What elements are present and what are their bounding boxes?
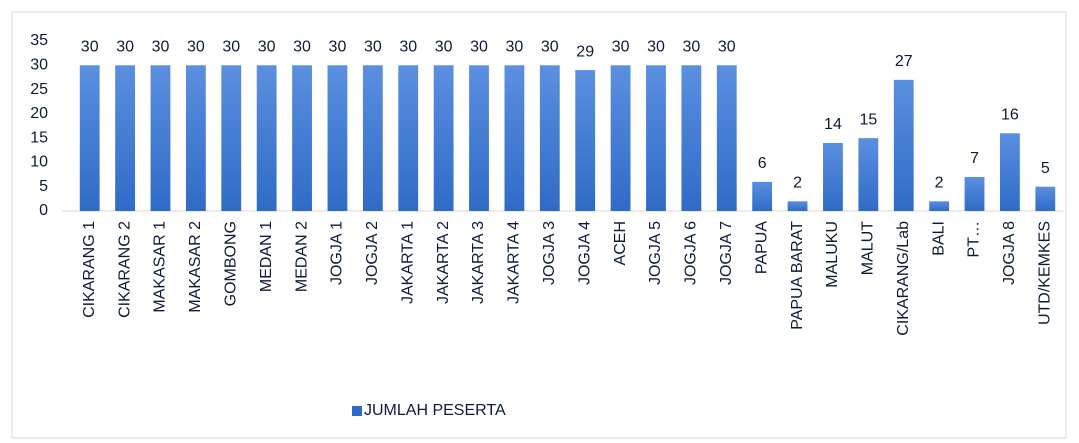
- x-tick-label: JOGJA 6: [683, 221, 700, 285]
- data-label: 30: [152, 39, 170, 56]
- data-label: 27: [895, 53, 913, 70]
- y-tick-label: 15: [30, 129, 48, 146]
- data-label: 29: [576, 43, 594, 60]
- data-label: 15: [859, 111, 877, 128]
- bar: [327, 65, 348, 212]
- data-label: 30: [612, 39, 630, 56]
- x-tick-label: MAKASAR 1: [152, 221, 169, 313]
- y-tick-label: 25: [30, 81, 48, 98]
- data-label: 30: [364, 39, 382, 56]
- bar: [858, 138, 879, 211]
- y-tick-label: 0: [39, 202, 48, 219]
- x-tick-label: PT…: [966, 221, 983, 257]
- x-tick-label: JOGJA 1: [329, 221, 346, 285]
- x-tick-label: CIKARANG 2: [116, 221, 133, 318]
- bar: [929, 201, 950, 211]
- data-label: 30: [435, 39, 453, 56]
- bar: [681, 65, 702, 212]
- x-tick-label: JOGJA 3: [541, 221, 558, 285]
- bar: [504, 65, 525, 212]
- bar: [646, 65, 666, 212]
- x-tick-label: JOGJA 7: [718, 221, 735, 285]
- x-tick-label: MALUT: [860, 221, 877, 275]
- data-label: 30: [682, 39, 700, 56]
- bar: [150, 65, 171, 212]
- bar: [256, 65, 277, 212]
- bar: [433, 65, 454, 212]
- y-tick-label: 35: [30, 32, 48, 49]
- bar: [362, 65, 383, 212]
- bar: [292, 65, 312, 212]
- x-tick-label: UTD/KEMKES: [1037, 221, 1054, 325]
- data-label: 30: [222, 39, 240, 56]
- x-tick-label: JOGJA 4: [576, 221, 593, 285]
- data-label: 30: [470, 39, 488, 56]
- bar: [185, 65, 206, 212]
- bar: [787, 201, 808, 211]
- bar: [575, 70, 596, 212]
- legend-swatch: [352, 406, 362, 416]
- x-tick-label: PAPUA BARAT: [789, 221, 806, 330]
- data-label: 30: [293, 39, 311, 56]
- data-label: 30: [647, 39, 665, 56]
- x-tick-label: ACEH: [612, 221, 629, 265]
- legend-label: JUMLAH PESERTA: [364, 402, 506, 419]
- x-tick-label: PAPUA: [753, 221, 770, 274]
- data-label: 14: [824, 116, 842, 133]
- data-label: 2: [793, 175, 802, 192]
- x-tick-label: BALI: [930, 221, 947, 256]
- data-label: 2: [935, 175, 944, 192]
- data-label: 30: [329, 39, 347, 56]
- bar: [398, 65, 419, 212]
- data-label: 30: [187, 39, 205, 56]
- data-label: 30: [506, 39, 524, 56]
- data-label: 30: [81, 39, 99, 56]
- bar: [893, 79, 914, 211]
- data-label: 30: [258, 39, 276, 56]
- x-tick-label: MEDAN 2: [293, 221, 310, 292]
- x-tick-label: JAKARTA 3: [470, 221, 487, 304]
- bar: [716, 65, 737, 212]
- y-tick-label: 10: [30, 154, 48, 171]
- data-label: 30: [116, 39, 134, 56]
- bar: [752, 181, 773, 211]
- bar: [610, 65, 631, 212]
- x-tick-label: MEDAN 1: [258, 221, 275, 292]
- y-tick-label: 5: [39, 178, 48, 195]
- bar: [1000, 133, 1020, 211]
- x-tick-label: GOMBONG: [222, 221, 239, 306]
- bar: [964, 177, 985, 211]
- data-label: 6: [758, 155, 767, 172]
- y-tick-label: 30: [30, 57, 48, 74]
- bar: [539, 65, 560, 212]
- x-tick-label: MAKASAR 2: [187, 221, 204, 313]
- bar: [823, 143, 843, 211]
- bar: [1035, 186, 1056, 211]
- x-tick-label: JAKARTA 2: [435, 221, 452, 304]
- x-tick-label: JAKARTA 4: [506, 221, 523, 304]
- data-label: 30: [399, 39, 417, 56]
- x-tick-label: MALUKU: [824, 221, 841, 288]
- y-tick-label: 20: [30, 105, 48, 122]
- bar: [79, 65, 100, 212]
- bar: [115, 65, 135, 212]
- data-label: 7: [970, 150, 979, 167]
- data-label: 16: [1001, 107, 1019, 124]
- bar: [469, 65, 489, 212]
- data-label: 5: [1041, 160, 1050, 177]
- x-tick-label: JOGJA 5: [647, 221, 664, 285]
- x-tick-label: CIKARANG 1: [81, 221, 98, 318]
- x-tick-label: JAKARTA 1: [399, 221, 416, 304]
- x-tick-label: JOGJA 8: [1001, 221, 1018, 285]
- x-tick-label: CIKARANG/Lab: [895, 221, 912, 336]
- x-tick-label: JOGJA 2: [364, 221, 381, 285]
- bar: [221, 65, 242, 212]
- data-label: 30: [718, 39, 736, 56]
- data-label: 30: [541, 39, 559, 56]
